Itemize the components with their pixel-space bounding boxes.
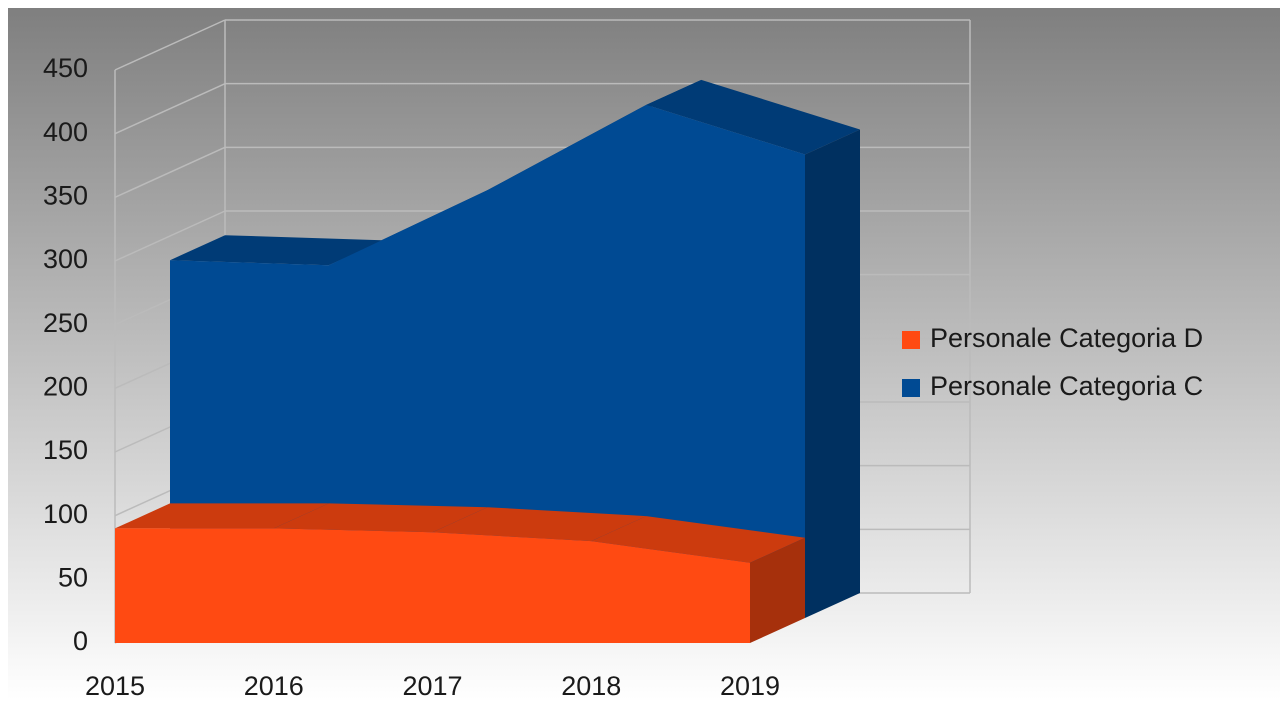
area-side-face — [750, 537, 805, 643]
x-tick-label: 2018 — [561, 671, 621, 701]
grid-line — [114, 146, 226, 199]
area — [170, 104, 805, 618]
y-tick-label: 250 — [43, 308, 88, 338]
y-tick-label: 350 — [43, 180, 88, 210]
grid-line — [114, 210, 226, 262]
y-tick-label: 400 — [43, 117, 88, 147]
y-tick-label: 0 — [73, 626, 88, 656]
area-top-face — [591, 516, 805, 563]
legend-label: Personale Categoria C — [930, 371, 1203, 401]
legend-label: Personale Categoria D — [930, 323, 1203, 353]
area-side-face — [805, 129, 860, 619]
area-top-face — [646, 79, 860, 155]
y-tick-label: 150 — [43, 435, 88, 465]
y-tick-label: 100 — [43, 499, 88, 529]
y-tick-label: 200 — [43, 371, 88, 401]
x-tick-label: 2015 — [85, 671, 145, 701]
legend-swatch — [902, 331, 920, 349]
area-top-face — [273, 503, 488, 533]
area-top-face — [170, 235, 384, 266]
grid-line — [114, 82, 226, 135]
area — [115, 528, 750, 643]
legend-swatch — [902, 379, 920, 397]
area-top-face — [432, 507, 647, 542]
y-tick-label: 50 — [58, 562, 88, 592]
y-tick-label: 450 — [43, 53, 88, 83]
y-tick-label: 300 — [43, 244, 88, 274]
area-top-face — [115, 503, 329, 529]
x-tick-label: 2017 — [402, 671, 462, 701]
x-tick-label: 2016 — [244, 671, 304, 701]
x-tick-label: 2019 — [720, 671, 780, 701]
grid-line — [114, 19, 226, 71]
